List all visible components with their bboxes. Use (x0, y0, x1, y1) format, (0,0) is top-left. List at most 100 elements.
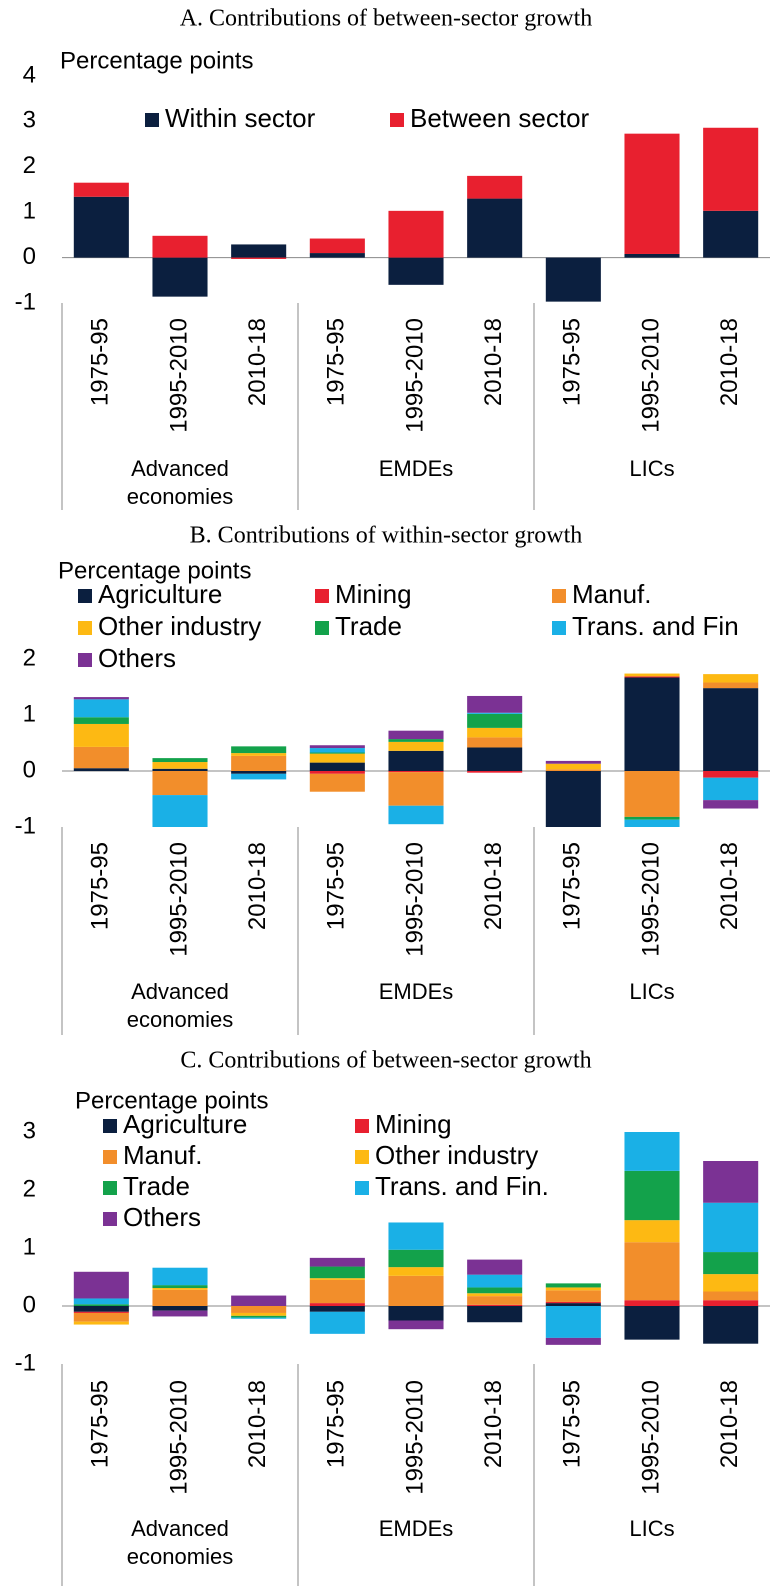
legend-label: Mining (335, 579, 412, 609)
bar-segment (624, 1300, 680, 1306)
bar-segment (388, 771, 444, 773)
bar-segment (703, 777, 759, 801)
legend-swatch (78, 653, 92, 667)
bar-segment (152, 1306, 208, 1311)
bar-segment (309, 753, 365, 763)
group-label: EMDEs (378, 456, 454, 481)
legend-swatch (355, 1150, 369, 1164)
x-tick-label: 1995-2010 (401, 842, 428, 957)
bar-segment (467, 771, 523, 773)
y-tick-label: 1 (23, 1233, 36, 1260)
bar-segment (73, 1304, 129, 1306)
y-tick-label: 0 (23, 243, 36, 270)
x-tick-label: 2010-18 (716, 842, 743, 930)
bar-segment (309, 1266, 365, 1279)
bar-segment (388, 1267, 444, 1276)
bar-segment (231, 1306, 287, 1313)
bar-segment (231, 1312, 287, 1316)
bar-segment (231, 746, 287, 754)
bar-segment (231, 1315, 287, 1318)
bar-segment (73, 723, 129, 747)
bar-segment (703, 127, 759, 211)
bar-segment (467, 1259, 523, 1275)
y-tick-label: 3 (23, 107, 36, 134)
bar-segment (703, 771, 759, 778)
chart-title: C. Contributions of between-sector growt… (180, 1048, 591, 1074)
bar-segment (309, 773, 365, 792)
bar-segment (309, 1306, 365, 1312)
bar-segment (624, 133, 680, 254)
x-tick-label: 1975-95 (87, 318, 114, 406)
bar-segment (467, 1293, 523, 1297)
bar-segment (152, 771, 208, 796)
bar-segment (388, 1320, 444, 1330)
legend-label: Agriculture (123, 1109, 247, 1139)
bar-segment (231, 257, 287, 259)
bar-segment (388, 730, 444, 740)
bar-segment (545, 760, 601, 764)
legend-swatch (355, 1119, 369, 1133)
bar-segment (388, 210, 444, 258)
bar-segment (545, 771, 601, 827)
bar-segment (388, 1275, 444, 1306)
x-tick-label: 1995-2010 (637, 318, 664, 433)
bar-segment (309, 1278, 365, 1280)
bar-segment (624, 1220, 680, 1243)
y-tick-label: 0 (23, 1291, 36, 1318)
bar-segment (703, 682, 759, 689)
group-label: LICs (629, 1516, 675, 1541)
bar-segment (231, 771, 287, 774)
bar-segment (152, 257, 208, 297)
x-tick-label: 2010-18 (244, 842, 271, 930)
bar-segment (467, 198, 523, 258)
bar-segment (703, 800, 759, 809)
y-tick-label: 1 (23, 700, 36, 727)
x-tick-label: 2010-18 (480, 842, 507, 930)
legend-label: Within sector (165, 103, 316, 133)
legend-label: Other industry (98, 611, 261, 641)
bar-segment (703, 1161, 759, 1203)
bar-segment (388, 739, 444, 742)
x-tick-label: 2010-18 (716, 1380, 743, 1468)
bar-segment (73, 182, 129, 197)
y-tick-label: 2 (23, 152, 36, 179)
bar-segment (467, 175, 523, 199)
y-tick-label: 4 (23, 61, 36, 88)
bar-segment (624, 771, 680, 817)
bar-segment (73, 717, 129, 724)
bar-segment (545, 1283, 601, 1288)
bar-segment (467, 712, 523, 714)
bar-segment (73, 746, 129, 769)
bar-segment (624, 673, 680, 677)
bar-segment (73, 768, 129, 771)
group-label: LICs (629, 456, 675, 481)
legend-swatch (315, 621, 329, 635)
bar-segment (152, 795, 208, 827)
bar-segment (309, 762, 365, 771)
bar-segment (703, 1300, 759, 1306)
bar-segment (152, 1310, 208, 1317)
bar-segment (152, 1288, 208, 1290)
legend-label: Trans. and Fin. (375, 1171, 549, 1201)
x-tick-label: 2010-18 (480, 1380, 507, 1468)
y-tick-label: -1 (15, 1349, 36, 1376)
bar-segment (545, 763, 601, 770)
bar-segment (152, 235, 208, 258)
legend-label: Others (123, 1202, 201, 1232)
bar-segment (152, 758, 208, 763)
x-tick-label: 1995-2010 (165, 842, 192, 957)
bar-segment (467, 727, 523, 738)
bar-segment (309, 238, 365, 254)
bar-segment (624, 1306, 680, 1340)
legend-swatch (103, 1212, 117, 1226)
bar-segment (545, 1287, 601, 1291)
bar-segment (309, 1279, 365, 1304)
bar-segment (152, 768, 208, 771)
y-axis-label: Percentage points (60, 47, 253, 74)
legend-label: Manuf. (572, 579, 652, 609)
bar-segment (231, 1295, 287, 1306)
legend-swatch (355, 1181, 369, 1195)
bar-segment (624, 677, 680, 771)
bar-segment (309, 752, 365, 754)
